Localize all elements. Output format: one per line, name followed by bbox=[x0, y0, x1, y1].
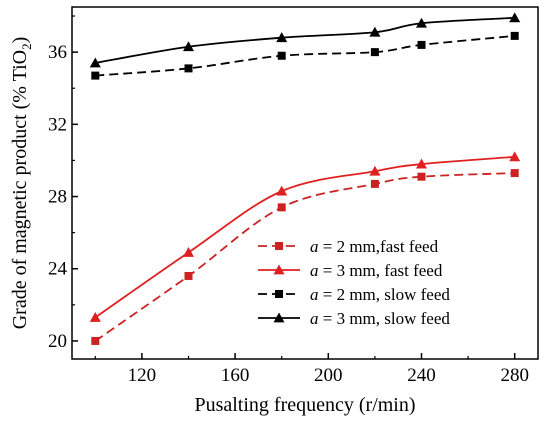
data-point bbox=[370, 179, 379, 188]
y-axis-title: Grade of magnetic product (% TiO2) bbox=[9, 37, 34, 330]
legend-label: a = 2 mm, slow feed bbox=[310, 285, 450, 304]
data-point bbox=[416, 158, 427, 169]
data-point bbox=[277, 51, 286, 60]
y-axis-title-subscript: 2 bbox=[19, 43, 34, 50]
y-tick-label: 32 bbox=[48, 114, 67, 135]
legend-label: a = 3 mm, fast feed bbox=[310, 261, 443, 280]
data-point bbox=[369, 26, 381, 37]
plot-frame bbox=[71, 6, 539, 360]
legend-label-text: = 2 mm, slow feed bbox=[319, 285, 451, 304]
data-point bbox=[370, 48, 379, 57]
data-point bbox=[509, 12, 521, 23]
x-tick-label: 160 bbox=[221, 365, 250, 386]
legend-label-text: = 2 mm,fast feed bbox=[319, 237, 439, 256]
y-axis-title-main: Grade of magnetic product (% TiO bbox=[9, 50, 31, 329]
series-3 bbox=[91, 31, 519, 80]
y-tick-label: 20 bbox=[48, 331, 67, 352]
y-tick-label: 28 bbox=[48, 187, 67, 208]
data-point bbox=[91, 336, 100, 345]
legend-label-text: = 3 mm, fast feed bbox=[319, 261, 443, 280]
x-tick-label: 240 bbox=[407, 365, 436, 386]
legend-label-variable: a bbox=[310, 261, 319, 280]
legend-label-variable: a bbox=[310, 285, 319, 304]
legend-marker bbox=[273, 264, 285, 275]
axes: 120 160 200 240 280 20 24 28 32 36 bbox=[48, 15, 529, 386]
legend-label-variable: a bbox=[310, 309, 319, 328]
data-point bbox=[369, 165, 381, 176]
data-point bbox=[417, 172, 426, 181]
data-point bbox=[183, 246, 194, 257]
data-point bbox=[89, 311, 101, 322]
y-tick-label: 24 bbox=[48, 259, 68, 280]
series-2 bbox=[89, 151, 521, 322]
x-tick-label: 120 bbox=[128, 365, 157, 386]
data-point bbox=[184, 271, 193, 280]
data-point bbox=[416, 17, 427, 28]
data-point bbox=[276, 185, 288, 196]
data-point bbox=[277, 203, 286, 212]
legend-item-2: a = 3 mm, fast feed bbox=[258, 261, 443, 280]
legend-label: a = 3 mm, slow feed bbox=[310, 309, 450, 328]
data-point bbox=[510, 169, 519, 178]
series-line bbox=[95, 34, 515, 77]
series-layer bbox=[89, 12, 521, 345]
legend-item-1: a = 2 mm,fast feed bbox=[258, 237, 439, 256]
series-1 bbox=[91, 169, 519, 345]
series-line bbox=[94, 172, 515, 342]
x-tick-label: 200 bbox=[314, 365, 343, 386]
legend-label-text: = 3 mm, slow feed bbox=[319, 309, 451, 328]
data-point bbox=[183, 41, 194, 52]
data-point bbox=[417, 40, 426, 49]
x-axis-title: Pusalting frequency (r/min) bbox=[194, 394, 415, 416]
series-4 bbox=[89, 12, 521, 68]
y-tick-label: 36 bbox=[48, 42, 67, 63]
legend-marker bbox=[275, 290, 283, 298]
legend-item-4: a = 3 mm, slow feed bbox=[258, 309, 450, 328]
data-point bbox=[91, 71, 100, 80]
data-point bbox=[276, 32, 288, 43]
series-line bbox=[95, 16, 515, 64]
x-tick-label: 280 bbox=[500, 365, 529, 386]
data-point bbox=[184, 64, 193, 73]
legend-marker bbox=[273, 312, 285, 323]
legend-label-variable: a bbox=[310, 237, 319, 256]
legend-label: a = 2 mm,fast feed bbox=[310, 237, 439, 256]
y-axis-title-suffix: ) bbox=[9, 37, 31, 44]
data-point bbox=[510, 31, 519, 40]
series-line bbox=[94, 155, 515, 319]
legend-item-3: a = 2 mm, slow feed bbox=[258, 285, 450, 304]
legend-marker bbox=[275, 242, 283, 250]
data-point bbox=[509, 151, 521, 162]
data-point bbox=[89, 57, 101, 68]
